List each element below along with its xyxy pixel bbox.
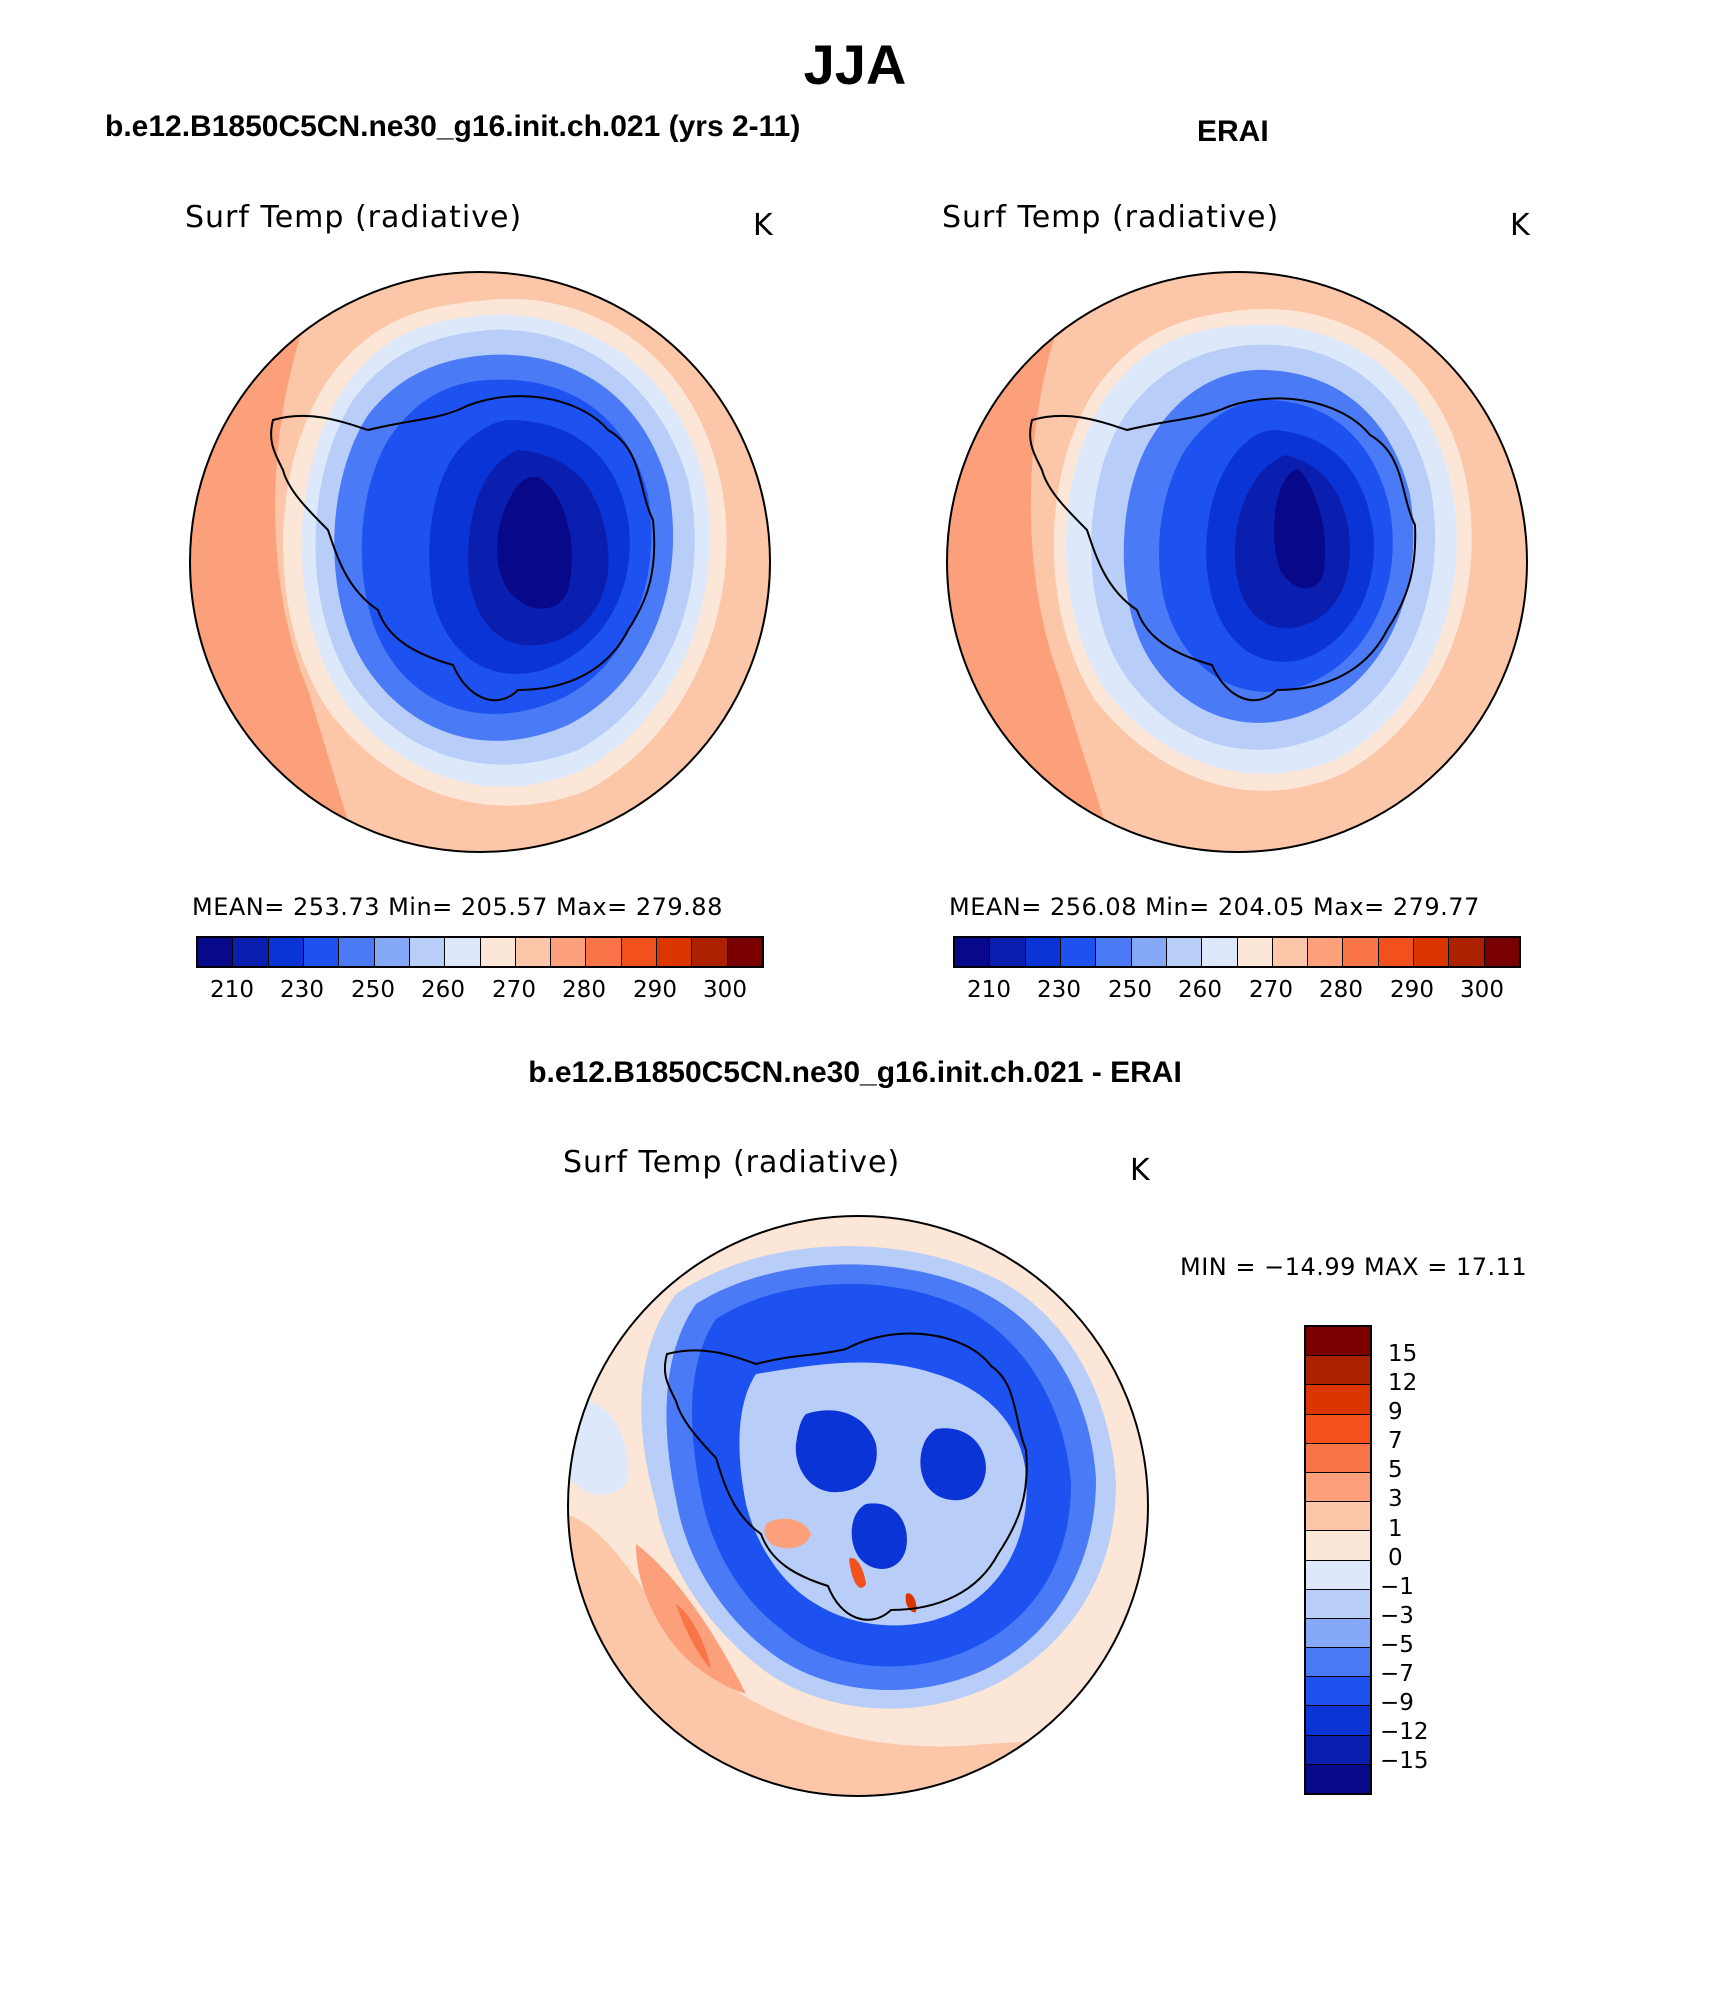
colorbar-swatch <box>1308 938 1344 966</box>
colorbar-tick-label: 3 <box>1388 1486 1403 1512</box>
colorbar-swatch <box>1306 1648 1370 1678</box>
panel1-variable-label: Surf Temp (radiative) <box>185 200 523 235</box>
colorbar-swatch <box>198 938 234 966</box>
colorbar-tick-label: 250 <box>1108 977 1152 1003</box>
panel2-stats: MEAN= 256.08 Min= 204.05 Max= 279.77 <box>949 893 1480 921</box>
panel2-colorbar <box>953 936 1521 968</box>
colorbar-tick-label: 280 <box>1319 977 1363 1003</box>
colorbar-tick-label: 1 <box>1388 1516 1403 1542</box>
colorbar-swatch <box>233 938 269 966</box>
colorbar-swatch <box>727 938 762 966</box>
colorbar-tick-label: 270 <box>1249 977 1293 1003</box>
colorbar-tick-label: −3 <box>1380 1603 1414 1629</box>
colorbar-swatch <box>268 938 304 966</box>
colorbar-swatch <box>955 938 991 966</box>
panel2-variable-label: Surf Temp (radiative) <box>942 200 1280 235</box>
colorbar-swatch <box>1237 938 1273 966</box>
colorbar-swatch <box>1306 1531 1370 1561</box>
colorbar-swatch <box>1306 1764 1370 1793</box>
colorbar-tick-label: −12 <box>1380 1719 1429 1745</box>
colorbar-swatch <box>1306 1356 1370 1386</box>
colorbar-swatch <box>1306 1327 1370 1357</box>
colorbar-tick-label: −7 <box>1380 1661 1414 1687</box>
colorbar-tick-label: 260 <box>421 977 465 1003</box>
colorbar-tick-label: 290 <box>1390 977 1434 1003</box>
colorbar-swatch <box>551 938 587 966</box>
colorbar-tick-label: 7 <box>1388 1428 1403 1454</box>
colorbar-swatch <box>1306 1502 1370 1532</box>
colorbar-swatch <box>480 938 516 966</box>
panel1-units-label: K <box>753 208 773 243</box>
colorbar-swatch <box>1306 1472 1370 1503</box>
colorbar-tick-label: 270 <box>492 977 536 1003</box>
panel1-stats: MEAN= 253.73 Min= 205.57 Max= 279.88 <box>192 893 723 921</box>
main-title: JJA <box>803 33 907 96</box>
colorbar-swatch <box>1306 1706 1370 1736</box>
colorbar-swatch <box>1306 1618 1370 1649</box>
colorbar-swatch <box>1306 1735 1370 1765</box>
colorbar-tick-label: 9 <box>1388 1399 1403 1425</box>
colorbar-tick-label: 300 <box>1460 977 1504 1003</box>
colorbar-swatch <box>303 938 340 966</box>
panel1-polar-map <box>189 271 771 853</box>
colorbar-tick-label: 5 <box>1388 1457 1403 1483</box>
colorbar-tick-label: 210 <box>967 977 1011 1003</box>
colorbar-swatch <box>1166 938 1203 966</box>
colorbar-tick-label: 260 <box>1178 977 1222 1003</box>
colorbar-swatch <box>1096 938 1132 966</box>
colorbar-swatch <box>374 938 410 966</box>
colorbar-tick-label: −15 <box>1380 1748 1429 1774</box>
colorbar-swatch <box>1060 938 1097 966</box>
panel2-units-label: K <box>1510 208 1530 243</box>
colorbar-swatch <box>1343 938 1379 966</box>
colorbar-swatch <box>1449 938 1485 966</box>
colorbar-swatch <box>1025 938 1061 966</box>
colorbar-swatch <box>692 938 728 966</box>
panel3-title: b.e12.B1850C5CN.ne30_g16.init.ch.021 - E… <box>528 1056 1182 1089</box>
panel3-polar-map <box>567 1215 1149 1797</box>
colorbar-swatch <box>409 938 446 966</box>
colorbar-tick-label: 280 <box>562 977 606 1003</box>
colorbar-swatch <box>445 938 481 966</box>
panel1-title: b.e12.B1850C5CN.ne30_g16.init.ch.021 (yr… <box>105 110 801 143</box>
colorbar-tick-label: 0 <box>1388 1545 1403 1571</box>
colorbar-tick-label: −1 <box>1380 1574 1414 1600</box>
colorbar-swatch <box>1414 938 1450 966</box>
colorbar-tick-label: −9 <box>1380 1690 1414 1716</box>
colorbar-tick-label: 290 <box>633 977 677 1003</box>
colorbar-swatch <box>1306 1414 1370 1444</box>
colorbar-tick-label: 15 <box>1388 1341 1418 1367</box>
colorbar-swatch <box>621 938 658 966</box>
colorbar-swatch <box>1306 1560 1370 1590</box>
colorbar-swatch <box>1306 1677 1370 1707</box>
colorbar-tick-label: 250 <box>351 977 395 1003</box>
panel2-polar-map <box>946 271 1528 853</box>
colorbar-swatch <box>1378 938 1415 966</box>
colorbar-swatch <box>1306 1443 1370 1473</box>
colorbar-swatch <box>990 938 1026 966</box>
colorbar-swatch <box>339 938 375 966</box>
panel3-variable-label: Surf Temp (radiative) <box>563 1145 901 1180</box>
panel1-colorbar <box>196 936 764 968</box>
colorbar-swatch <box>1306 1589 1370 1619</box>
colorbar-tick-label: 300 <box>703 977 747 1003</box>
colorbar-swatch <box>1202 938 1238 966</box>
colorbar-swatch <box>657 938 693 966</box>
colorbar-swatch <box>515 938 552 966</box>
colorbar-swatch <box>1306 1385 1370 1415</box>
colorbar-tick-label: 210 <box>210 977 254 1003</box>
panel3-stats: MIN = −14.99 MAX = 17.11 <box>1180 1253 1528 1281</box>
colorbar-tick-label: 230 <box>280 977 324 1003</box>
colorbar-swatch <box>1131 938 1167 966</box>
colorbar-tick-label: 230 <box>1037 977 1081 1003</box>
panel2-title: ERAI <box>1197 115 1269 148</box>
colorbar-swatch <box>1484 938 1519 966</box>
colorbar-swatch <box>586 938 622 966</box>
colorbar-swatch <box>1272 938 1309 966</box>
colorbar-tick-label: −5 <box>1380 1632 1414 1658</box>
panel3-units-label: K <box>1130 1153 1150 1188</box>
panel3-colorbar <box>1304 1325 1372 1795</box>
colorbar-tick-label: 12 <box>1388 1370 1418 1396</box>
